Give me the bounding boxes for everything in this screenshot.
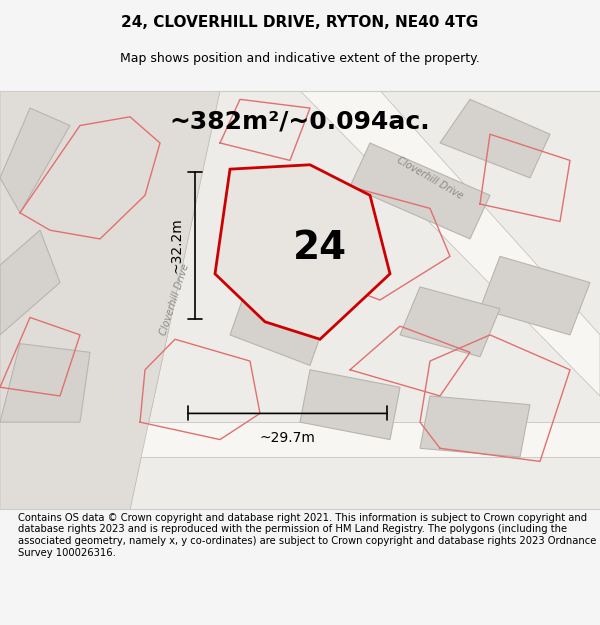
Polygon shape — [230, 278, 330, 366]
Polygon shape — [420, 396, 530, 457]
Text: 24: 24 — [293, 229, 347, 268]
Text: Map shows position and indicative extent of the property.: Map shows position and indicative extent… — [120, 52, 480, 66]
Polygon shape — [0, 422, 600, 457]
Polygon shape — [0, 344, 90, 422]
Polygon shape — [300, 370, 400, 439]
Polygon shape — [0, 230, 60, 335]
Text: Contains OS data © Crown copyright and database right 2021. This information is : Contains OS data © Crown copyright and d… — [18, 513, 596, 558]
Polygon shape — [400, 287, 500, 357]
Text: ~29.7m: ~29.7m — [260, 431, 316, 445]
Polygon shape — [440, 99, 550, 178]
Polygon shape — [350, 143, 490, 239]
Text: ~382m²/~0.094ac.: ~382m²/~0.094ac. — [170, 109, 430, 133]
Polygon shape — [240, 195, 350, 282]
Text: 24, CLOVERHILL DRIVE, RYTON, NE40 4TG: 24, CLOVERHILL DRIVE, RYTON, NE40 4TG — [121, 15, 479, 30]
Polygon shape — [0, 108, 70, 212]
Polygon shape — [215, 165, 390, 339]
Polygon shape — [480, 256, 590, 335]
Polygon shape — [60, 91, 220, 509]
Text: ~32.2m: ~32.2m — [169, 217, 183, 273]
Polygon shape — [300, 91, 600, 396]
Polygon shape — [0, 91, 220, 509]
Text: Cloverhill Drive: Cloverhill Drive — [158, 263, 191, 337]
Text: Cloverhill Drive: Cloverhill Drive — [395, 155, 465, 201]
